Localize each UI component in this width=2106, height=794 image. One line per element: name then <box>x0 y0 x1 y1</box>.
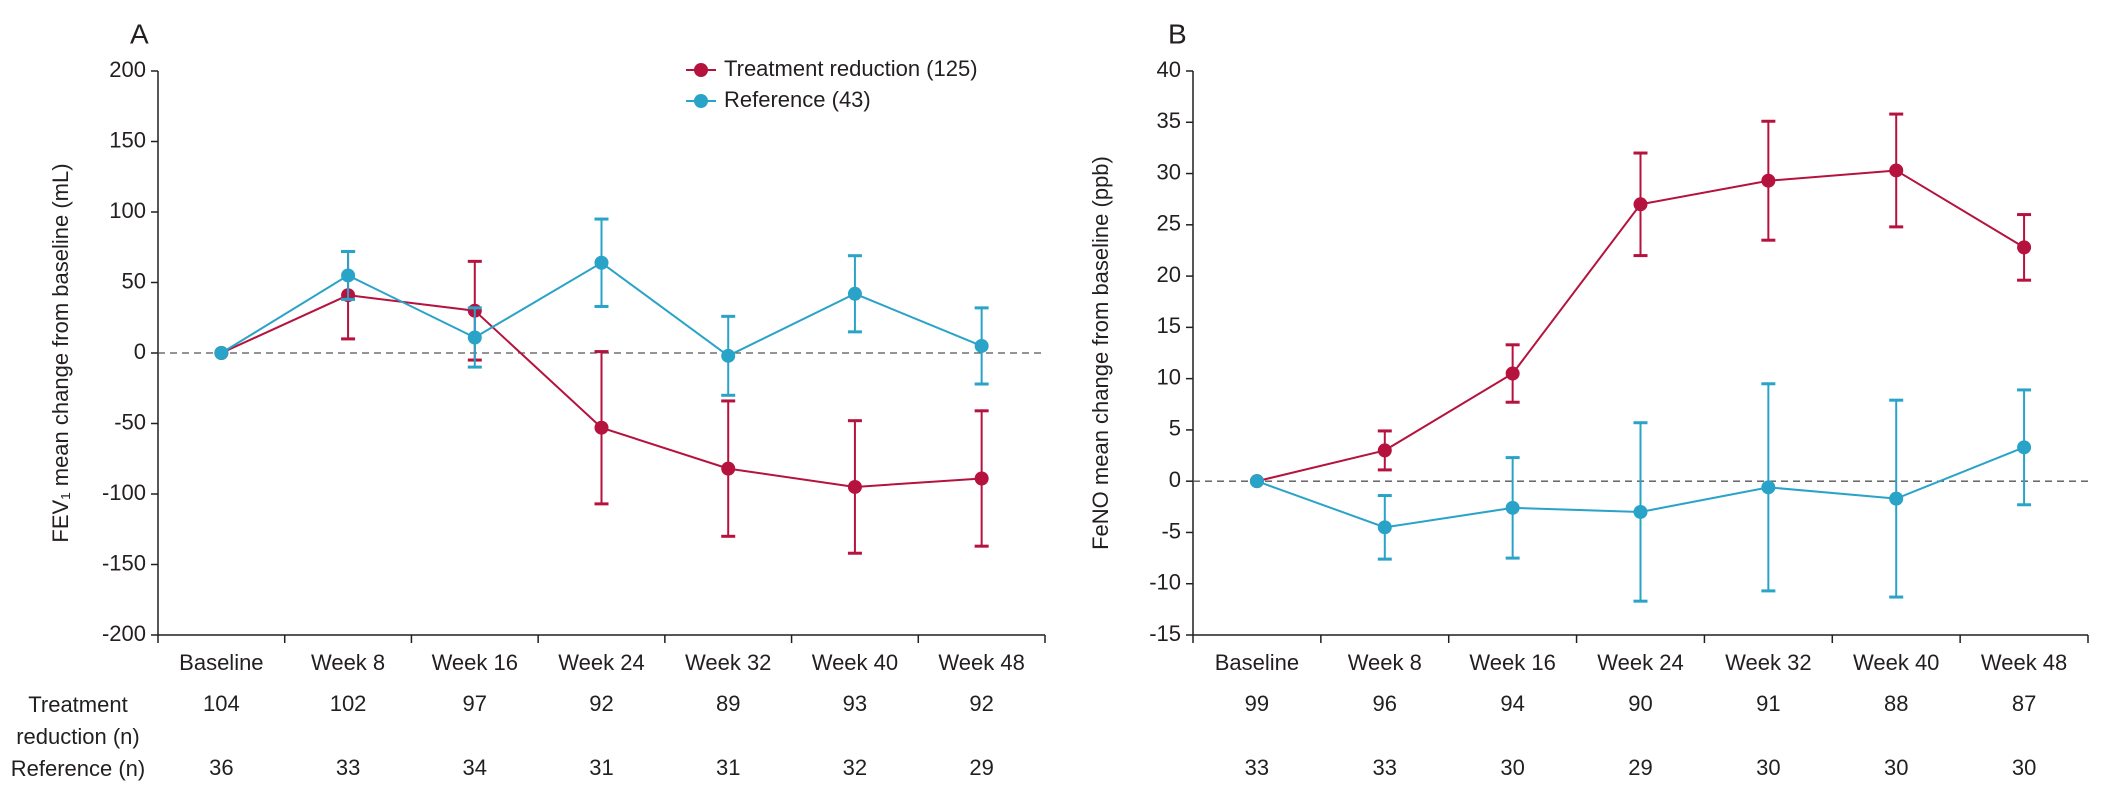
n-count: 102 <box>330 691 367 716</box>
y-tick-label: 50 <box>122 268 146 293</box>
n-count: 29 <box>1628 755 1652 780</box>
y-tick-label: -10 <box>1149 570 1181 595</box>
n-count: 87 <box>2012 691 2036 716</box>
y-tick-label: 40 <box>1157 57 1181 82</box>
x-tick-label: Week 24 <box>558 650 644 675</box>
x-tick-label: Week 48 <box>938 650 1024 675</box>
data-point <box>2017 240 2032 255</box>
y-tick-label: 100 <box>109 198 146 223</box>
y-tick-label: 0 <box>134 339 146 364</box>
panel-label: A <box>130 18 149 49</box>
y-tick-label: -100 <box>102 480 146 505</box>
n-count: 92 <box>969 691 993 716</box>
data-point <box>1633 197 1648 212</box>
data-point <box>1505 366 1520 381</box>
legend-marker <box>694 94 708 108</box>
n-count: 32 <box>843 755 867 780</box>
n-count: 33 <box>1245 755 1269 780</box>
x-tick-label: Week 16 <box>432 650 518 675</box>
y-axis-label: FeNO mean change from baseline (ppb) <box>1088 156 1113 550</box>
n-count: 36 <box>209 755 233 780</box>
x-tick-label: Week 40 <box>812 650 898 675</box>
data-point <box>1377 520 1392 535</box>
y-tick-label: -5 <box>1161 518 1181 543</box>
data-point <box>1633 504 1648 519</box>
n-count: 34 <box>463 755 487 780</box>
data-point <box>721 461 736 476</box>
panel-label: B <box>1168 18 1187 49</box>
n-count: 30 <box>1884 755 1908 780</box>
x-tick-label: Week 48 <box>1981 650 2067 675</box>
data-point <box>847 286 862 301</box>
n-count: 30 <box>1756 755 1780 780</box>
legend-label: Treatment reduction (125) <box>724 56 978 81</box>
n-count: 104 <box>203 691 240 716</box>
y-tick-label: -200 <box>102 621 146 646</box>
data-point <box>1761 173 1776 188</box>
x-tick-label: Baseline <box>179 650 263 675</box>
x-tick-label: Week 32 <box>685 650 771 675</box>
x-tick-label: Week 24 <box>1597 650 1683 675</box>
data-point <box>847 479 862 494</box>
x-tick-label: Week 16 <box>1469 650 1555 675</box>
x-tick-label: Baseline <box>1215 650 1299 675</box>
n-count: 99 <box>1245 691 1269 716</box>
data-point <box>341 268 356 283</box>
y-tick-label: 150 <box>109 127 146 152</box>
x-tick-label: Week 8 <box>1348 650 1422 675</box>
n-count: 90 <box>1628 691 1652 716</box>
y-axis-label: FEV₁ mean change from baseline (mL) <box>48 163 73 542</box>
data-point <box>1889 163 1904 178</box>
row-label: Treatment reduction (n) <box>16 692 140 749</box>
y-tick-label: 10 <box>1157 364 1181 389</box>
data-point <box>2017 440 2032 455</box>
n-count: 31 <box>716 755 740 780</box>
x-tick-label: Week 40 <box>1853 650 1939 675</box>
n-count: 30 <box>1500 755 1524 780</box>
data-point <box>1505 500 1520 515</box>
y-tick-label: 25 <box>1157 211 1181 236</box>
legend-marker <box>694 63 708 77</box>
data-point <box>1761 480 1776 495</box>
y-tick-label: -50 <box>114 409 146 434</box>
y-tick-label: 5 <box>1169 416 1181 441</box>
data-point <box>214 346 229 360</box>
y-tick-label: 15 <box>1157 313 1181 338</box>
n-count: 96 <box>1373 691 1397 716</box>
n-count: 31 <box>589 755 613 780</box>
y-tick-label: 20 <box>1157 262 1181 287</box>
n-count: 33 <box>336 755 360 780</box>
data-point <box>974 338 989 353</box>
n-count: 91 <box>1756 691 1780 716</box>
n-count: 29 <box>969 755 993 780</box>
x-tick-label: Week 32 <box>1725 650 1811 675</box>
n-count: 92 <box>589 691 613 716</box>
data-point <box>594 255 609 270</box>
y-tick-label: -150 <box>102 550 146 575</box>
row-label: Reference (n) <box>10 756 146 781</box>
data-point <box>974 471 989 486</box>
n-count: 97 <box>463 691 487 716</box>
data-point <box>1377 443 1392 458</box>
y-tick-label: 200 <box>109 57 146 82</box>
data-point <box>594 420 609 435</box>
n-count: 93 <box>843 691 867 716</box>
y-tick-label: 0 <box>1169 467 1181 492</box>
data-point <box>467 330 482 345</box>
n-count: 30 <box>2012 755 2036 780</box>
n-count: 89 <box>716 691 740 716</box>
data-point <box>1249 474 1264 489</box>
x-tick-label: Week 8 <box>311 650 385 675</box>
data-point <box>1889 491 1904 506</box>
data-point <box>721 348 736 363</box>
n-count: 94 <box>1500 691 1524 716</box>
n-count: 88 <box>1884 691 1908 716</box>
y-tick-label: -15 <box>1149 621 1181 646</box>
y-tick-label: 35 <box>1157 108 1181 133</box>
n-count: 33 <box>1373 755 1397 780</box>
y-tick-label: 30 <box>1157 159 1181 184</box>
legend-label: Reference (43) <box>724 87 871 112</box>
